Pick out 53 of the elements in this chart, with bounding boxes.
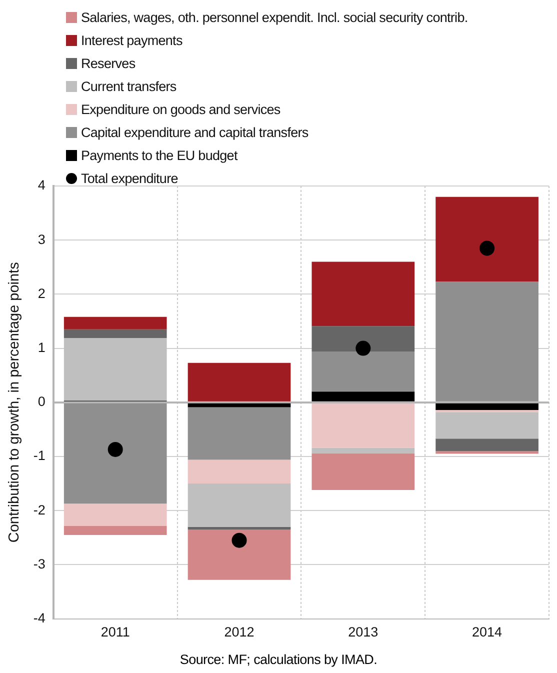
legend-label: Interest payments [81, 33, 182, 48]
point [356, 340, 371, 356]
bar [64, 329, 167, 338]
bar [312, 403, 415, 448]
bar [64, 526, 167, 535]
point [480, 240, 495, 256]
bar [188, 403, 291, 408]
bar [436, 282, 538, 402]
bar [312, 453, 415, 490]
y-tick-label: 3 [38, 232, 46, 247]
legend-label: Expenditure on goods and services [81, 102, 280, 117]
legend-label: Total expenditure [81, 171, 178, 186]
bar [188, 526, 291, 530]
bar [312, 352, 415, 392]
bar [188, 407, 291, 460]
x-tick-label: 2011 [100, 624, 130, 640]
legend-label: Reserves [81, 56, 136, 71]
x-tick-label: 2012 [224, 624, 254, 640]
bar [436, 412, 538, 439]
bar [188, 362, 291, 402]
point [232, 532, 247, 548]
bar [312, 262, 415, 326]
source-note: Source: MF; calculations by IMAD. [178, 652, 378, 667]
bar [64, 316, 167, 330]
bar [188, 484, 291, 527]
y-tick-label: -2 [33, 502, 46, 518]
bar [312, 392, 415, 402]
y-tick-label: -4 [33, 610, 46, 626]
x-tick-label: 2013 [348, 624, 378, 640]
y-tick-label: 1 [38, 340, 46, 356]
legend-label: Salaries, wages, oth. personnel expendit. Incl. social security contrib. [81, 10, 468, 25]
bar [64, 403, 167, 504]
bar [436, 438, 538, 452]
bar [436, 196, 538, 282]
y-tick-label: 2 [38, 286, 46, 301]
legend-label: Current transfers [81, 79, 176, 94]
bar [436, 451, 538, 454]
bar [188, 530, 291, 580]
y-tick-label: 0 [38, 394, 46, 410]
point [108, 442, 123, 457]
bar [436, 410, 538, 412]
legend-label: Payments to the EU budget [81, 148, 238, 163]
y-tick-label: 4 [38, 178, 46, 193]
bar [312, 326, 415, 352]
y-tick-label: -1 [33, 448, 46, 464]
bar [312, 448, 415, 454]
y-tick-label: -3 [33, 556, 46, 572]
bar [436, 403, 538, 410]
x-tick-label: 2014 [472, 624, 503, 640]
legend-label: Capital expenditure and capital transfers [81, 125, 308, 140]
y-axis-title: Contribution to growth, in percentage points [6, 262, 23, 543]
bar [64, 504, 167, 526]
bar [188, 460, 291, 484]
